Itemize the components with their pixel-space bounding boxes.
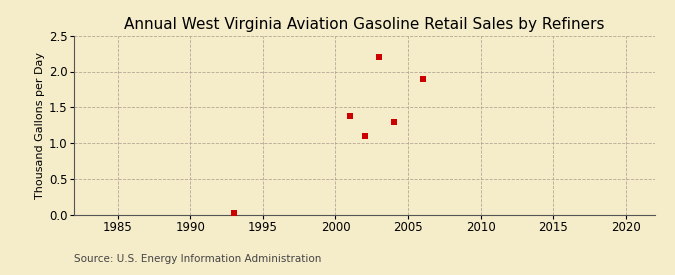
Y-axis label: Thousand Gallons per Day: Thousand Gallons per Day: [34, 52, 45, 199]
Point: [388, 119, 399, 124]
Point: [417, 76, 428, 81]
Point: [374, 55, 385, 59]
Text: Source: U.S. Energy Information Administration: Source: U.S. Energy Information Administ…: [74, 254, 321, 264]
Point: [359, 134, 370, 138]
Point: [229, 211, 240, 215]
Point: [344, 114, 355, 118]
Title: Annual West Virginia Aviation Gasoline Retail Sales by Refiners: Annual West Virginia Aviation Gasoline R…: [124, 17, 605, 32]
